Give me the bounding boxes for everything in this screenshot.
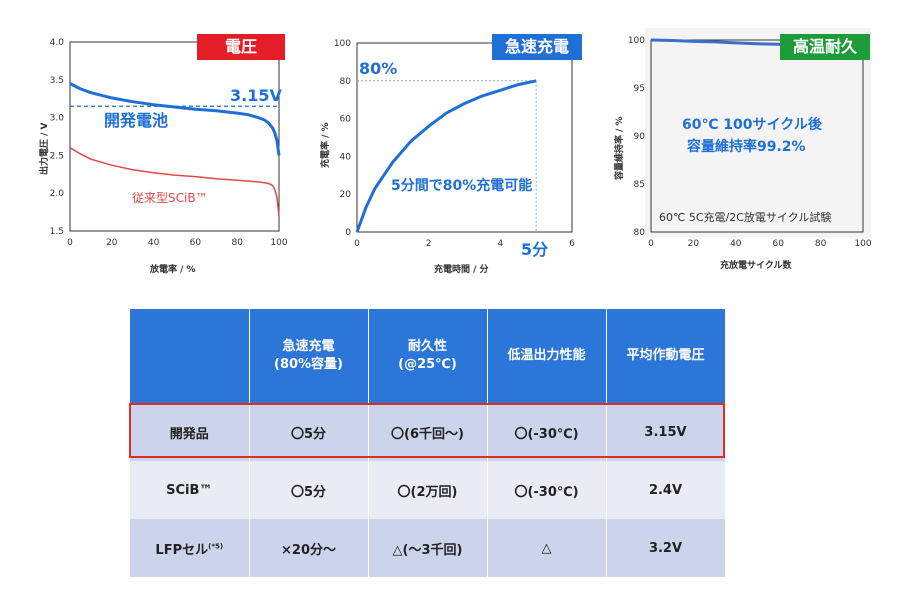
y-tick-label: 0 — [345, 228, 351, 238]
durability-chart: 0 20 40 60 80 100 100 95 90 85 80 高温耐久 60℃ 100サイクル… — [600, 0, 900, 280]
table-cell: △(〜3千回) — [368, 519, 488, 577]
voltage-chart-svg: 0 20 40 60 80 100 4.0 3.5 3.0 2.5 2.0 1.5 — [50, 38, 288, 248]
voltage-tag: 電圧 — [197, 34, 285, 60]
x-tick-label: 20 — [106, 238, 118, 248]
y-tick-label: 2.0 — [50, 189, 65, 199]
row-name: LFPセル — [155, 542, 209, 558]
y-tick-label: 3.5 — [50, 76, 64, 86]
table-cell: 〇(-30℃) — [487, 403, 607, 461]
plot-frame — [69, 41, 280, 232]
fast-charge-tag: 急速充電 — [492, 34, 582, 60]
header-durability: 耐久性 (@25℃) — [368, 309, 488, 403]
durability-chart-svg: 0 20 40 60 80 100 100 95 90 85 80 — [628, 28, 872, 249]
reference-value-label: 3.15V — [230, 86, 282, 105]
y-axis-title: 充電率 / % — [321, 122, 331, 168]
plot-background — [645, 28, 871, 238]
table-row: SCiB™ 〇5分 〇(2万回) 〇(-30℃) 2.4V — [130, 461, 726, 519]
fast-charge-caption: 5分間で80%充電可能 — [391, 178, 533, 194]
durability-callout-line2: 容量維持率99.2% — [687, 139, 806, 155]
y-tick-label: 100 — [334, 39, 351, 49]
table-cell: ×20分〜 — [249, 519, 369, 577]
point-label-80: 80% — [359, 59, 398, 78]
x-tick-label: 6 — [569, 239, 575, 249]
table-header-row: 急速充電 (80%容量) 耐久性 (@25℃) 低温出力性能 平均作動電圧 — [130, 309, 726, 403]
table-row: LFPセル(*5) ×20分〜 △(〜3千回) △ 3.2V — [130, 519, 726, 577]
table-cell: 3.15V — [606, 403, 726, 461]
x-tick-label: 0 — [67, 238, 73, 248]
fast-charge-chart: 0 2 4 6 100 80 60 40 20 0 急速充電 80% 5分 5分間で80%充電可能… — [300, 0, 600, 280]
series-line-0 — [69, 82, 281, 156]
x-tick-label: 2 — [426, 239, 432, 249]
x-axis-title: 充電時間 / 分 — [434, 265, 489, 275]
table-cell: △ — [487, 519, 607, 577]
y-tick-label: 20 — [340, 190, 352, 200]
x-axis-title: 充放電サイクル数 — [720, 261, 792, 271]
plot-frame — [650, 39, 864, 233]
footnote-ref: (*5) — [208, 542, 224, 551]
y-tick-label: 40 — [340, 152, 352, 162]
y-tick-label: 80 — [340, 77, 352, 87]
row-name-cell: LFPセル(*5) — [130, 519, 250, 577]
x-tick-label: 60 — [772, 239, 784, 249]
series-label-conventional: 従来型SCiB™ — [132, 191, 208, 205]
x-axis-title: 放電率 / % — [150, 265, 196, 275]
comparison-table: 急速充電 (80%容量) 耐久性 (@25℃) 低温出力性能 平均作動電圧 開発… — [130, 309, 726, 577]
series-label-developed: 開発電池 — [104, 111, 169, 130]
plot-frame — [356, 42, 573, 233]
x-tick-label: 80 — [231, 238, 243, 248]
x-label-5min: 5分 — [521, 240, 549, 259]
table-cell: 2.4V — [606, 461, 726, 519]
y-tick-label: 1.5 — [50, 227, 64, 237]
header-label: 平均作動電圧 — [626, 348, 705, 363]
header-empty — [130, 309, 250, 403]
table-cell: 〇(6千回〜) — [368, 403, 488, 461]
header-fast-charge: 急速充電 (80%容量) — [249, 309, 369, 403]
x-tick-label: 60 — [190, 238, 202, 248]
table-cell: 〇(-30℃) — [487, 461, 607, 519]
y-tick-label: 80 — [634, 228, 646, 238]
x-tick-label: 100 — [854, 239, 871, 249]
table-cell: 〇(2万回) — [368, 461, 488, 519]
series-line-0 — [355, 79, 537, 233]
y-tick-label: 100 — [628, 36, 645, 46]
x-tick-label: 100 — [270, 238, 287, 248]
x-tick-label: 80 — [815, 239, 827, 249]
durability-callout-line1: 60℃ 100サイクル後 — [682, 117, 822, 133]
x-tick-label: 40 — [148, 238, 160, 248]
y-tick-label: 4.0 — [50, 38, 65, 48]
x-tick-label: 40 — [730, 239, 742, 249]
fast-charge-chart-svg: 0 2 4 6 100 80 60 40 20 0 — [334, 39, 575, 249]
series-line-1 — [69, 147, 280, 216]
x-tick-label: 0 — [648, 239, 654, 249]
durability-tag: 高温耐久 — [780, 34, 870, 60]
header-avg-voltage: 平均作動電圧 — [606, 309, 726, 403]
table-cell: 3.2V — [606, 519, 726, 577]
y-axis-title: 容量維持率 / % — [615, 116, 625, 180]
row-name: 開発品 — [130, 403, 250, 461]
y-tick-label: 95 — [634, 84, 645, 94]
y-tick-label: 90 — [634, 132, 646, 142]
table-row: 開発品 〇5分 〇(6千回〜) 〇(-30℃) 3.15V — [130, 403, 726, 461]
header-label: 急速充電 (80%容量) — [274, 339, 343, 372]
x-tick-label: 0 — [354, 239, 360, 249]
y-tick-label: 85 — [634, 180, 645, 190]
voltage-chart: 0 20 40 60 80 100 4.0 3.5 3.0 2.5 2.0 1.5 電圧 3.15V … — [0, 0, 300, 280]
y-tick-label: 60 — [340, 115, 352, 125]
y-tick-label: 3.0 — [50, 114, 65, 124]
x-tick-label: 4 — [497, 239, 503, 249]
row-name: SCiB™ — [130, 461, 250, 519]
durability-test-note: 60℃ 5C充電/2C放電サイクル試験 — [659, 211, 832, 224]
table-cell: 〇5分 — [249, 461, 369, 519]
x-tick-label: 20 — [688, 239, 700, 249]
y-tick-label: 2.5 — [50, 151, 64, 161]
header-label: 低温出力性能 — [507, 348, 586, 363]
table-cell: 〇5分 — [249, 403, 369, 461]
header-label: 耐久性 (@25℃) — [398, 339, 457, 372]
header-low-temp: 低温出力性能 — [487, 309, 607, 403]
y-axis-title: 出力電圧 / V — [40, 122, 50, 175]
